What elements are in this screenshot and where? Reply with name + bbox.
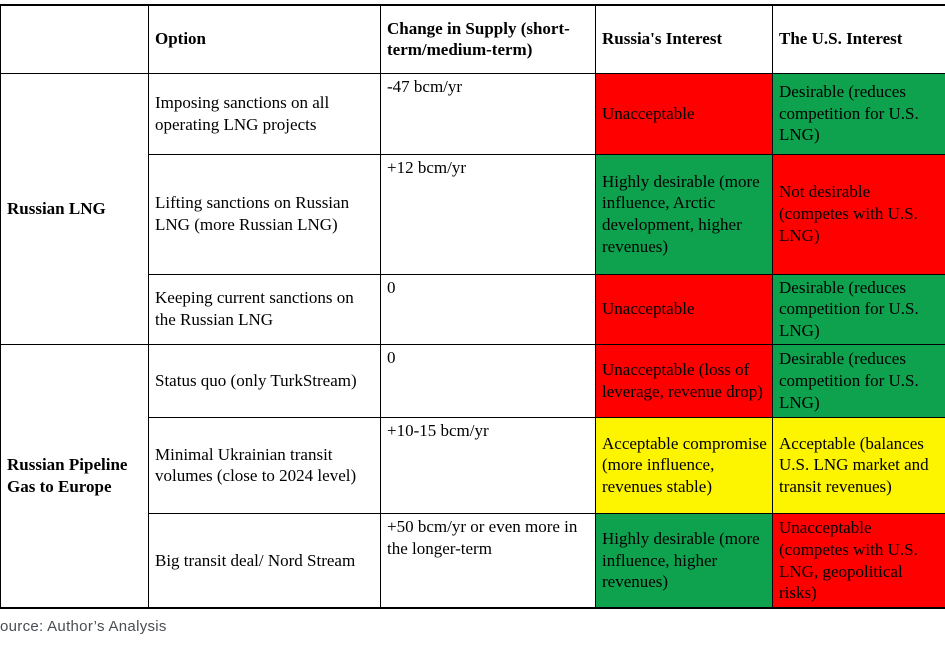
cell-option: Big transit deal/ Nord Stream	[148, 512, 381, 609]
cell-supply-change: 0	[380, 343, 596, 418]
cell-option: Minimal Ukrainian transit volumes (close…	[148, 416, 381, 514]
cell-us-interest: Unacceptable (competes with U.S. LNG, ge…	[772, 512, 945, 609]
group-label-russian-lng: Russian LNG	[0, 72, 149, 345]
cell-supply-change: +12 bcm/yr	[380, 153, 596, 275]
cell-russia-interest: Unacceptable (loss of leverage, revenue …	[595, 343, 773, 418]
cell-option: Keeping current sanctions on the Russian…	[148, 273, 381, 345]
cell-us-interest: Desirable (reduces competition for U.S. …	[772, 343, 945, 418]
page: Option Change in Supply (short-term/medi…	[0, 4, 945, 650]
cell-us-interest: Desirable (reduces competition for U.S. …	[772, 273, 945, 345]
source-caption: ource: Author’s Analysis	[0, 618, 167, 636]
cell-us-interest: Not desirable (competes with U.S. LNG)	[772, 153, 945, 275]
cell-russia-interest: Acceptable compromise (more influence, r…	[595, 416, 773, 514]
table-row: Keeping current sanctions on the Russian…	[1, 273, 945, 345]
cell-russia-interest: Unacceptable	[595, 273, 773, 345]
cell-supply-change: 0	[380, 273, 596, 345]
table-row: Russian LNG Imposing sanctions on all op…	[0, 72, 945, 345]
table-row: Russian Pipeline Gas to Europe Status qu…	[0, 343, 945, 609]
header-option: Option	[148, 4, 381, 74]
cell-supply-change: +50 bcm/yr or even more in the longer-te…	[380, 512, 596, 609]
cell-us-interest: Acceptable (balances U.S. LNG market and…	[772, 416, 945, 514]
cell-us-interest: Desirable (reduces competition for U.S. …	[772, 72, 945, 155]
cell-supply-change: +10-15 bcm/yr	[380, 416, 596, 514]
header-group	[0, 4, 149, 74]
options-table: Option Change in Supply (short-term/medi…	[0, 4, 945, 610]
table-row: Lifting sanctions on Russian LNG (more R…	[1, 153, 945, 275]
header-supply: Change in Supply (short-term/medium-term…	[380, 4, 596, 74]
group-label-russian-pipeline-gas: Russian Pipeline Gas to Europe	[0, 343, 149, 609]
cell-option: Status quo (only TurkStream)	[148, 343, 381, 418]
cell-supply-change: -47 bcm/yr	[380, 72, 596, 155]
cell-russia-interest: Highly desirable (more influence, Arctic…	[595, 153, 773, 275]
cell-russia-interest: Highly desirable (more influence, higher…	[595, 512, 773, 609]
cell-option: Lifting sanctions on Russian LNG (more R…	[148, 153, 381, 275]
table-row: Minimal Ukrainian transit volumes (close…	[1, 416, 945, 514]
cell-option: Imposing sanctions on all operating LNG …	[148, 72, 381, 155]
cell-russia-interest: Unacceptable	[595, 72, 773, 155]
header-russia-interest: Russia's Interest	[595, 4, 773, 74]
header-us-interest: The U.S. Interest	[772, 4, 945, 74]
table-row: Big transit deal/ Nord Stream +50 bcm/yr…	[1, 512, 945, 609]
header-row: Option Change in Supply (short-term/medi…	[0, 4, 945, 74]
